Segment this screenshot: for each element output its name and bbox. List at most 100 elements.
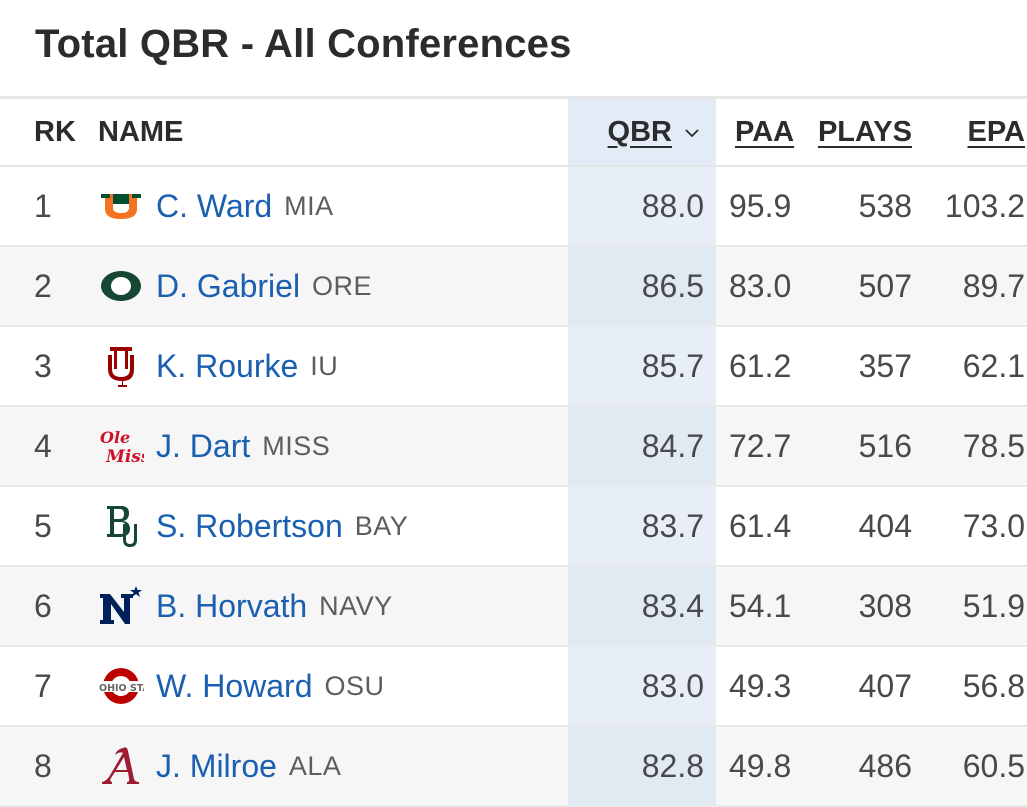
epa-value: 103.2 (944, 187, 1025, 224)
player-name-link[interactable]: C. Ward (156, 187, 273, 224)
table-row: 4 OleMiss J. Dart MISS 84.7 72.7 516 78.… (0, 407, 1027, 487)
column-header-name: NAME (98, 115, 184, 148)
player-cell: S. Robertson BAY (98, 487, 568, 565)
plays-sort-link[interactable]: PLAYS (817, 115, 912, 148)
ole-miss-logo-icon: OleMiss (98, 423, 144, 469)
page-title: Total QBR - All Conferences (35, 22, 572, 66)
plays-value: 357 (858, 347, 912, 384)
rank-value: 1 (34, 187, 52, 224)
player-name-link[interactable]: J. Milroe (156, 747, 277, 784)
paa-value: 61.4 (729, 507, 792, 544)
qbr-value: 83.0 (641, 667, 704, 704)
qbr-value: 85.7 (641, 347, 704, 384)
paa-sort-link[interactable]: PAA (735, 115, 795, 148)
rank-value: 5 (34, 507, 52, 544)
player-name-link[interactable]: D. Gabriel (156, 267, 301, 304)
sorted-column-highlight (568, 99, 716, 165)
rank-value: 8 (34, 747, 52, 784)
team-abbreviation: OSU (324, 670, 385, 701)
paa-value: 61.2 (729, 347, 792, 384)
table-header: RK NAME QBR PAA PLAYS EPA (0, 99, 1027, 167)
player-cell: B. Horvath NAVY (98, 567, 568, 645)
rank-value: 7 (34, 667, 52, 704)
sorted-column-cell-bg (568, 727, 716, 805)
svg-text:Ole: Ole (100, 428, 130, 447)
plays-value: 404 (858, 507, 912, 544)
epa-value: 89.7 (962, 267, 1025, 304)
paa-value: 54.1 (729, 587, 792, 624)
team-abbreviation: NAVY (319, 590, 393, 621)
rank-value: 3 (34, 347, 52, 384)
paa-value: 49.3 (729, 667, 792, 704)
team-abbreviation: ALA (288, 750, 342, 781)
navy-n-star-logo-icon (98, 583, 144, 629)
sorted-column-cell-bg (568, 567, 716, 645)
miami-u-logo-icon (98, 183, 144, 229)
player-name-link[interactable]: S. Robertson (156, 507, 343, 544)
sorted-column-cell-bg (568, 327, 716, 405)
plays-value: 486 (858, 747, 912, 784)
epa-value: 78.5 (962, 427, 1025, 464)
team-abbreviation: MIA (284, 190, 334, 221)
player-name-link[interactable]: W. Howard (156, 667, 313, 704)
qbr-value: 86.5 (641, 267, 704, 304)
player-cell: C. Ward MIA (98, 167, 568, 245)
paa-value: 83.0 (729, 267, 792, 304)
baylor-bu-logo-icon (98, 503, 144, 549)
player-cell: OleMiss J. Dart MISS (98, 407, 568, 485)
qbr-sort-link[interactable]: QBR (607, 115, 672, 148)
column-header-qbr[interactable]: QBR (568, 99, 716, 165)
table-row: 1 C. Ward MIA 88.0 95.9 538 103.2 (0, 167, 1027, 247)
paa-value: 95.9 (729, 187, 792, 224)
sorted-column-cell-bg (568, 247, 716, 325)
qbr-value: 83.7 (641, 507, 704, 544)
oregon-o-logo-icon (98, 263, 144, 309)
qbr-table: RK NAME QBR PAA PLAYS EPA 1 C. Ward MIA … (0, 96, 1027, 807)
qbr-value: 82.8 (641, 747, 704, 784)
qbr-value: 84.7 (641, 427, 704, 464)
paa-value: 49.8 (729, 747, 792, 784)
table-row: 8 J. Milroe ALA 82.8 49.8 486 60.5 (0, 727, 1027, 807)
plays-value: 516 (858, 427, 912, 464)
player-name-link[interactable]: J. Dart (156, 427, 251, 464)
player-name-link[interactable]: B. Horvath (156, 587, 308, 624)
table-row: 6 B. Horvath NAVY 83.4 54.1 308 51.9 (0, 567, 1027, 647)
epa-value: 60.5 (962, 747, 1025, 784)
epa-value: 51.9 (962, 587, 1025, 624)
plays-value: 308 (858, 587, 912, 624)
epa-value: 56.8 (962, 667, 1025, 704)
table-row: 7 OHIO STATE W. Howard OSU 83.0 49.3 407… (0, 647, 1027, 727)
player-cell: J. Milroe ALA (98, 727, 568, 805)
column-header-plays[interactable]: PLAYS (806, 99, 912, 165)
qbr-value: 83.4 (641, 587, 704, 624)
plays-value: 538 (858, 187, 912, 224)
team-abbreviation: MISS (262, 430, 331, 461)
team-abbreviation: BAY (354, 510, 409, 541)
chevron-down-icon (684, 121, 700, 144)
plays-value: 507 (858, 267, 912, 304)
svg-text:OHIO STATE: OHIO STATE (99, 683, 144, 694)
epa-value: 73.0 (962, 507, 1025, 544)
ohio-state-logo-icon: OHIO STATE (98, 663, 144, 709)
indiana-iu-logo-icon (98, 343, 144, 389)
player-cell: OHIO STATE W. Howard OSU (98, 647, 568, 725)
sorted-column-cell-bg (568, 487, 716, 565)
rank-value: 6 (34, 587, 52, 624)
sorted-column-cell-bg (568, 167, 716, 245)
sorted-column-cell-bg (568, 407, 716, 485)
team-abbreviation: ORE (312, 270, 373, 301)
table-row: 5 S. Robertson BAY 83.7 61.4 404 73.0 (0, 487, 1027, 567)
column-header-paa[interactable]: PAA (716, 99, 806, 165)
plays-value: 407 (858, 667, 912, 704)
table-row: 3 K. Rourke IU 85.7 61.2 357 62.1 (0, 327, 1027, 407)
rank-value: 4 (34, 427, 52, 464)
rank-value: 2 (34, 267, 52, 304)
column-header-rk: RK (34, 115, 76, 148)
qbr-value: 88.0 (641, 187, 704, 224)
player-cell: K. Rourke IU (98, 327, 568, 405)
player-name-link[interactable]: K. Rourke (156, 347, 299, 384)
epa-value: 62.1 (962, 347, 1025, 384)
column-header-epa[interactable]: EPA (912, 99, 1025, 165)
alabama-a-logo-icon (98, 743, 144, 789)
epa-sort-link[interactable]: EPA (967, 115, 1025, 148)
